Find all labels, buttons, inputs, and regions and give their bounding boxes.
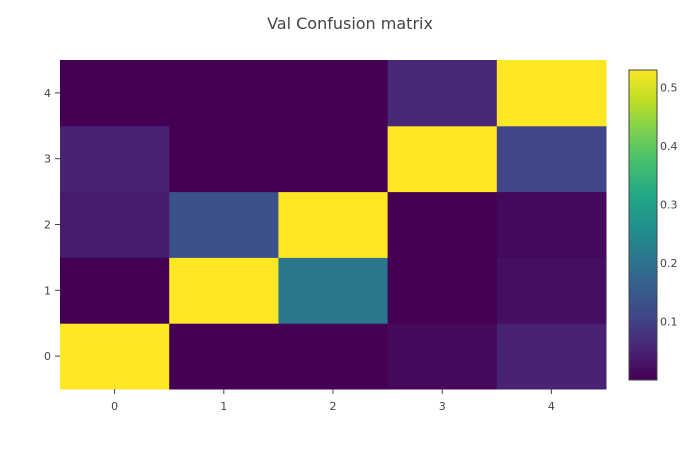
y-tick-label: 1	[44, 284, 51, 297]
heatmap-cell-4-3	[387, 60, 498, 127]
heatmap-cells	[60, 60, 607, 390]
heatmap-cell-0-4	[496, 323, 607, 390]
heatmap-cell-4-0	[60, 60, 170, 127]
heatmap-cell-2-1	[169, 191, 279, 258]
heatmap-cell-3-1	[169, 125, 279, 193]
x-tick-label: 3	[439, 400, 446, 413]
y-tick-label: 4	[44, 87, 51, 100]
heatmap-cell-4-2	[278, 60, 389, 127]
y-tick-label: 0	[44, 350, 51, 363]
heatmap-cell-1-4	[496, 257, 607, 324]
y-tick-label: 3	[44, 153, 51, 166]
heatmap-cell-0-0	[60, 323, 170, 390]
colorbar-gradient	[628, 69, 658, 381]
colorbar-tick-label: 0.3	[660, 199, 678, 212]
heatmap-cell-1-1	[169, 257, 279, 324]
heatmap-cell-4-4	[496, 60, 607, 127]
heatmap-cell-0-3	[387, 323, 498, 390]
colorbar-ticks: 0.1 0.2 0.3 0.4 0.5	[660, 82, 678, 329]
heatmap-cell-1-3	[387, 257, 498, 324]
y-axis: 0 1 2 3 4	[44, 87, 60, 363]
heatmap-cell-4-1	[169, 60, 279, 127]
x-tick-label: 2	[330, 400, 337, 413]
colorbar-tick-label: 0.2	[660, 257, 678, 270]
x-axis: 0 1 2 3 4	[111, 389, 555, 413]
x-tick-label: 0	[111, 400, 118, 413]
x-tick-label: 4	[548, 400, 555, 413]
colorbar-tick-label: 0.5	[660, 82, 678, 95]
chart-title: Val Confusion matrix	[267, 14, 433, 33]
heatmap-cell-2-2	[278, 191, 389, 258]
colorbar	[628, 69, 658, 381]
colorbar-tick-label: 0.4	[660, 140, 678, 153]
heatmap-cell-1-0	[60, 257, 170, 324]
heatmap-cell-3-4	[496, 125, 607, 193]
heatmap-cell-2-4	[496, 191, 607, 258]
x-tick-label: 1	[220, 400, 227, 413]
heatmap-cell-2-3	[387, 191, 498, 258]
heatmap-cell-3-2	[278, 125, 389, 193]
heatmap-cell-3-0	[60, 125, 170, 193]
heatmap-cell-0-1	[169, 323, 279, 390]
heatmap-cell-3-3	[387, 125, 498, 193]
heatmap-cell-2-0	[60, 191, 170, 258]
y-tick-label: 2	[44, 219, 51, 232]
heatmap-cell-1-2	[278, 257, 389, 324]
colorbar-tick-label: 0.1	[660, 316, 678, 329]
heatmap-cell-0-2	[278, 323, 389, 390]
